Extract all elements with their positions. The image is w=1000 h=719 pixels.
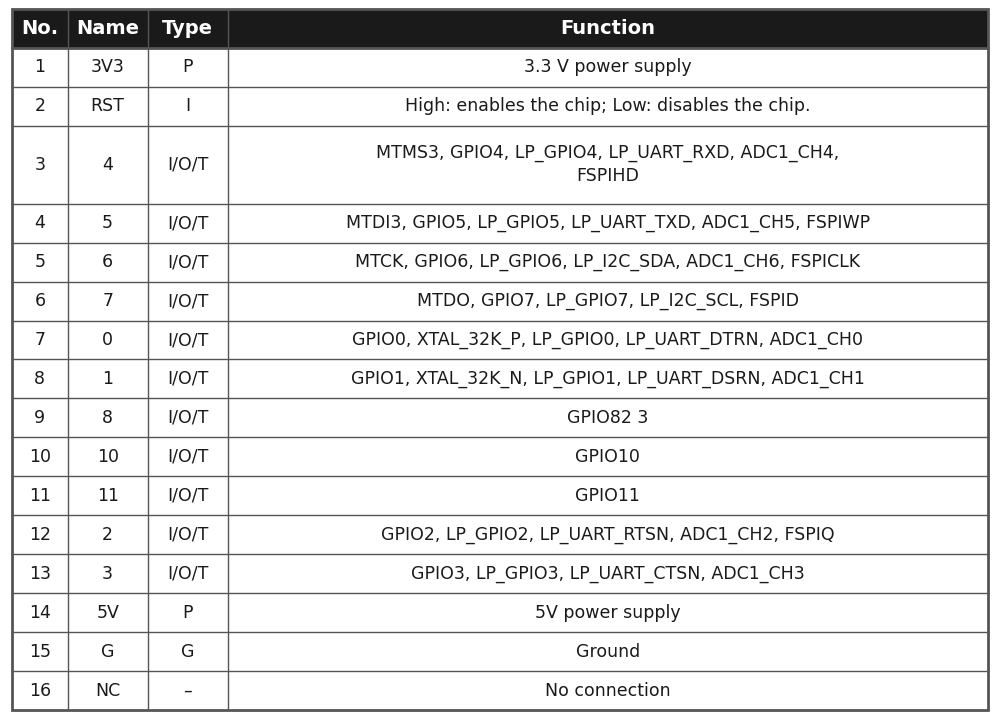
Text: GPIO2, LP_GPIO2, LP_UART_RTSN, ADC1_CH2, FSPIQ: GPIO2, LP_GPIO2, LP_UART_RTSN, ADC1_CH2,… bbox=[381, 526, 835, 544]
Text: P: P bbox=[182, 58, 193, 76]
Bar bbox=[12, 242, 988, 282]
Text: Type: Type bbox=[162, 19, 213, 37]
Text: 5: 5 bbox=[34, 253, 45, 271]
Bar bbox=[12, 47, 988, 86]
Text: GPIO10: GPIO10 bbox=[575, 448, 640, 466]
Text: MTMS3, GPIO4, LP_GPIO4, LP_UART_RXD, ADC1_CH4,
FSPIHD: MTMS3, GPIO4, LP_GPIO4, LP_UART_RXD, ADC… bbox=[376, 144, 839, 186]
Text: G: G bbox=[181, 643, 194, 661]
Text: 11: 11 bbox=[29, 487, 51, 505]
Text: No.: No. bbox=[21, 19, 58, 37]
Text: 5V power supply: 5V power supply bbox=[535, 604, 681, 622]
Text: I/O/T: I/O/T bbox=[167, 370, 208, 388]
Text: 4: 4 bbox=[102, 155, 113, 173]
Text: I/O/T: I/O/T bbox=[167, 526, 208, 544]
Text: GPIO0, XTAL_32K_P, LP_GPIO0, LP_UART_DTRN, ADC1_CH0: GPIO0, XTAL_32K_P, LP_GPIO0, LP_UART_DTR… bbox=[352, 331, 863, 349]
Text: 5: 5 bbox=[102, 214, 113, 232]
Bar bbox=[12, 477, 988, 516]
Text: I/O/T: I/O/T bbox=[167, 331, 208, 349]
Text: Function: Function bbox=[560, 19, 655, 37]
Text: 7: 7 bbox=[102, 292, 113, 310]
Text: 3: 3 bbox=[102, 565, 113, 583]
Text: 8: 8 bbox=[102, 409, 113, 427]
Text: 3V3: 3V3 bbox=[91, 58, 125, 76]
Text: G: G bbox=[101, 643, 114, 661]
Text: High: enables the chip; Low: disables the chip.: High: enables the chip; Low: disables th… bbox=[405, 97, 811, 115]
Text: 3.3 V power supply: 3.3 V power supply bbox=[524, 58, 692, 76]
Text: I/O/T: I/O/T bbox=[167, 214, 208, 232]
Text: 10: 10 bbox=[97, 448, 119, 466]
Text: MTDI3, GPIO5, LP_GPIO5, LP_UART_TXD, ADC1_CH5, FSPIWP: MTDI3, GPIO5, LP_GPIO5, LP_UART_TXD, ADC… bbox=[346, 214, 870, 232]
Text: 6: 6 bbox=[102, 253, 113, 271]
Text: GPIO1, XTAL_32K_N, LP_GPIO1, LP_UART_DSRN, ADC1_CH1: GPIO1, XTAL_32K_N, LP_GPIO1, LP_UART_DSR… bbox=[351, 370, 865, 388]
Bar bbox=[12, 516, 988, 554]
Text: GPIO3, LP_GPIO3, LP_UART_CTSN, ADC1_CH3: GPIO3, LP_GPIO3, LP_UART_CTSN, ADC1_CH3 bbox=[411, 565, 805, 583]
Text: I/O/T: I/O/T bbox=[167, 409, 208, 427]
Text: 13: 13 bbox=[29, 565, 51, 583]
Text: I/O/T: I/O/T bbox=[167, 253, 208, 271]
Text: I/O/T: I/O/T bbox=[167, 487, 208, 505]
Text: I/O/T: I/O/T bbox=[167, 292, 208, 310]
Text: 4: 4 bbox=[34, 214, 45, 232]
Bar bbox=[12, 633, 988, 672]
Text: 9: 9 bbox=[34, 409, 45, 427]
Text: I/O/T: I/O/T bbox=[167, 155, 208, 173]
Text: 1: 1 bbox=[102, 370, 113, 388]
Text: 10: 10 bbox=[29, 448, 51, 466]
Text: 1: 1 bbox=[34, 58, 45, 76]
Text: 5V: 5V bbox=[96, 604, 119, 622]
Text: 0: 0 bbox=[102, 331, 113, 349]
Text: 14: 14 bbox=[29, 604, 51, 622]
Text: GPIO82 3: GPIO82 3 bbox=[567, 409, 649, 427]
Text: 12: 12 bbox=[29, 526, 51, 544]
Bar bbox=[12, 437, 988, 477]
Text: 15: 15 bbox=[29, 643, 51, 661]
Bar bbox=[12, 321, 988, 360]
Text: 7: 7 bbox=[34, 331, 45, 349]
Bar bbox=[12, 203, 988, 242]
Text: 2: 2 bbox=[34, 97, 45, 115]
Text: 6: 6 bbox=[34, 292, 45, 310]
Text: 16: 16 bbox=[29, 682, 51, 700]
Bar bbox=[12, 554, 988, 593]
Text: –: – bbox=[183, 682, 192, 700]
Text: 2: 2 bbox=[102, 526, 113, 544]
Bar bbox=[12, 672, 988, 710]
Text: I: I bbox=[185, 97, 190, 115]
Bar bbox=[12, 9, 988, 47]
Text: GPIO11: GPIO11 bbox=[575, 487, 640, 505]
Text: RST: RST bbox=[91, 97, 125, 115]
Text: 11: 11 bbox=[97, 487, 119, 505]
Text: No connection: No connection bbox=[545, 682, 671, 700]
Bar bbox=[12, 282, 988, 321]
Text: P: P bbox=[182, 604, 193, 622]
Text: MTCK, GPIO6, LP_GPIO6, LP_I2C_SDA, ADC1_CH6, FSPICLK: MTCK, GPIO6, LP_GPIO6, LP_I2C_SDA, ADC1_… bbox=[355, 253, 860, 271]
Bar bbox=[12, 126, 988, 203]
Bar bbox=[12, 593, 988, 633]
Bar bbox=[12, 360, 988, 398]
Text: I/O/T: I/O/T bbox=[167, 448, 208, 466]
Bar bbox=[12, 398, 988, 437]
Text: 8: 8 bbox=[34, 370, 45, 388]
Text: MTDO, GPIO7, LP_GPIO7, LP_I2C_SCL, FSPID: MTDO, GPIO7, LP_GPIO7, LP_I2C_SCL, FSPID bbox=[417, 292, 799, 310]
Text: Name: Name bbox=[76, 19, 139, 37]
Text: 3: 3 bbox=[34, 155, 45, 173]
Text: NC: NC bbox=[95, 682, 120, 700]
Bar bbox=[12, 86, 988, 126]
Text: I/O/T: I/O/T bbox=[167, 565, 208, 583]
Text: Ground: Ground bbox=[576, 643, 640, 661]
